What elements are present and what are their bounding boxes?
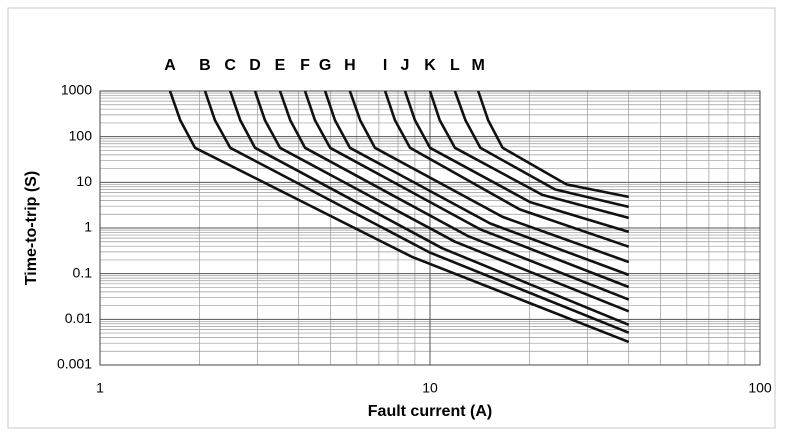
curve-label: J — [401, 57, 410, 74]
y-tick-label: 100 — [69, 127, 93, 143]
curve — [168, 90, 630, 344]
y-tick-label: 0.001 — [57, 356, 92, 372]
curve — [348, 90, 630, 264]
x-tick-label: 100 — [748, 380, 772, 396]
curve — [383, 90, 630, 248]
curve — [278, 90, 630, 301]
x-tick-label: 10 — [422, 380, 438, 396]
curve-label: E — [275, 57, 286, 74]
curve-label: B — [199, 57, 211, 74]
curve-label: H — [344, 57, 356, 74]
curve — [323, 90, 630, 277]
curve — [453, 90, 629, 209]
curve-label: M — [472, 57, 485, 74]
y-axis-label: Time-to-trip (S) — [23, 171, 40, 285]
y-tick-label: 1 — [84, 219, 92, 235]
curve-label: C — [224, 57, 236, 74]
y-tick-label: 0.01 — [65, 310, 92, 326]
curve-label: L — [450, 57, 460, 74]
curve — [476, 90, 629, 199]
curve — [303, 90, 630, 289]
curve — [203, 90, 630, 334]
y-tick-label: 10 — [76, 173, 92, 189]
frame — [7, 7, 776, 429]
curve-label: D — [249, 57, 261, 74]
y-tick-label: 1000 — [61, 82, 92, 98]
curve-label: I — [383, 57, 387, 74]
curve — [403, 90, 630, 234]
curve-label: A — [164, 57, 176, 74]
curve-label: K — [424, 57, 436, 74]
curve — [428, 90, 630, 220]
x-axis-label: Fault current (A) — [368, 403, 492, 420]
x-tick-label: 1 — [96, 380, 104, 396]
curve-label: F — [300, 57, 310, 74]
curve — [253, 90, 630, 313]
curve-label: G — [319, 57, 331, 74]
curve — [228, 90, 630, 327]
y-tick-label: 0.1 — [73, 264, 93, 280]
